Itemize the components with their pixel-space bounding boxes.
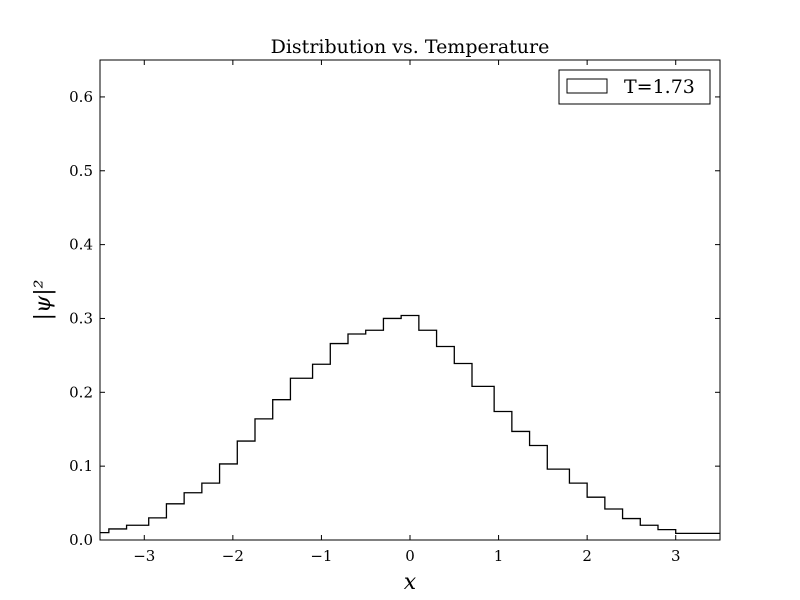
y-tick-label: 0.0: [69, 531, 93, 549]
chart-title: Distribution vs. Temperature: [271, 36, 550, 58]
legend-label: T=1.73: [624, 76, 695, 98]
y-tick-label: 0.4: [69, 236, 93, 254]
y-tick-label: 0.3: [69, 309, 93, 327]
x-tick-label: 0: [405, 547, 415, 565]
y-tick-label: 0.2: [69, 383, 93, 401]
x-tick-label: 2: [582, 547, 592, 565]
plot-frame: [99, 59, 721, 541]
x-axis: −3 −2 −1 0 1 2 3: [133, 60, 680, 565]
x-axis-label: x: [404, 570, 417, 595]
y-tick-label: 0.1: [69, 457, 93, 475]
x-tick-label: −1: [310, 547, 332, 565]
x-tick-label: 3: [671, 547, 681, 565]
y-tick-label: 0.5: [69, 162, 93, 180]
y-tick-label: 0.6: [69, 88, 93, 106]
y-axis-label: |ψ|²: [31, 280, 56, 321]
y-axis: 0.0 0.1 0.2 0.3 0.4 0.5 0.6: [69, 88, 720, 549]
x-tick-label: 1: [494, 547, 504, 565]
x-tick-label: −3: [133, 547, 155, 565]
histogram-step-line: [100, 314, 720, 535]
legend-swatch: [566, 78, 608, 94]
x-tick-label: −2: [222, 547, 244, 565]
legend: T=1.73: [558, 69, 711, 105]
